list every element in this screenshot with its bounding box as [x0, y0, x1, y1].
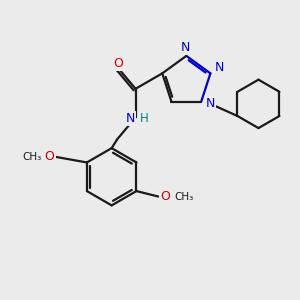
Text: H: H [140, 112, 149, 125]
Text: O: O [160, 190, 170, 203]
Text: O: O [114, 56, 124, 70]
Text: O: O [44, 150, 54, 164]
Text: N: N [214, 61, 224, 74]
Text: CH₃: CH₃ [174, 192, 194, 202]
Text: N: N [125, 112, 135, 125]
Text: N: N [205, 98, 215, 110]
Text: N: N [181, 40, 190, 54]
Text: CH₃: CH₃ [22, 152, 41, 162]
